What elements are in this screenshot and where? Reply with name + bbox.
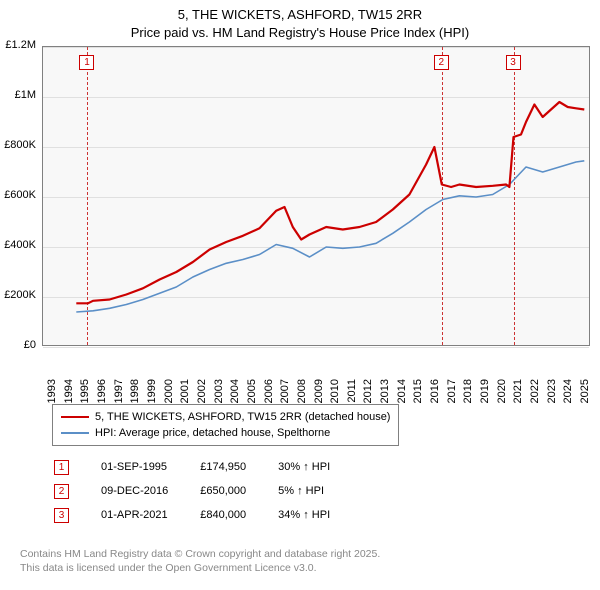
series-line bbox=[76, 102, 584, 303]
chart-plot-area: 123 bbox=[42, 46, 590, 346]
table-row: 3 01-APR-2021£840,00034% ↑ HPI bbox=[54, 504, 360, 526]
legend-label: HPI: Average price, detached house, Spel… bbox=[95, 427, 330, 439]
x-tick-label: 1994 bbox=[63, 379, 75, 409]
x-tick-label: 2020 bbox=[496, 379, 508, 409]
y-tick-label: £1.2M bbox=[0, 39, 36, 51]
x-tick-label: 1996 bbox=[96, 379, 108, 409]
x-tick-label: 2003 bbox=[213, 379, 225, 409]
legend-swatch bbox=[61, 416, 89, 418]
chart-title: 5, THE WICKETS, ASHFORD, TW15 2RR Price … bbox=[0, 0, 600, 42]
y-tick-label: £1M bbox=[0, 89, 36, 101]
event-marker-small: 1 bbox=[54, 460, 69, 475]
x-tick-label: 2006 bbox=[263, 379, 275, 409]
attribution-line1: Contains HM Land Registry data © Crown c… bbox=[20, 548, 380, 560]
x-tick-label: 2001 bbox=[179, 379, 191, 409]
y-tick-label: £400K bbox=[0, 239, 36, 251]
x-tick-label: 2021 bbox=[512, 379, 524, 409]
gridline bbox=[43, 347, 589, 348]
event-date: 09-DEC-2016 bbox=[101, 480, 198, 502]
x-tick-label: 2010 bbox=[329, 379, 341, 409]
event-price: £174,950 bbox=[200, 456, 276, 478]
x-tick-label: 1999 bbox=[146, 379, 158, 409]
x-tick-label: 2015 bbox=[412, 379, 424, 409]
x-tick-label: 1995 bbox=[79, 379, 91, 409]
event-marker-small: 2 bbox=[54, 484, 69, 499]
title-line1: 5, THE WICKETS, ASHFORD, TW15 2RR bbox=[178, 7, 422, 22]
legend-label: 5, THE WICKETS, ASHFORD, TW15 2RR (detac… bbox=[95, 411, 390, 423]
x-tick-label: 2014 bbox=[396, 379, 408, 409]
x-tick-label: 2023 bbox=[546, 379, 558, 409]
event-marker-small: 3 bbox=[54, 508, 69, 523]
event-delta: 30% ↑ HPI bbox=[278, 456, 360, 478]
x-tick-label: 2000 bbox=[163, 379, 175, 409]
x-tick-label: 2019 bbox=[479, 379, 491, 409]
x-tick-label: 2013 bbox=[379, 379, 391, 409]
table-row: 2 09-DEC-2016£650,0005% ↑ HPI bbox=[54, 480, 360, 502]
x-tick-label: 2002 bbox=[196, 379, 208, 409]
x-tick-label: 2022 bbox=[529, 379, 541, 409]
x-tick-label: 2005 bbox=[246, 379, 258, 409]
y-tick-label: £800K bbox=[0, 139, 36, 151]
event-price: £650,000 bbox=[200, 480, 276, 502]
legend-swatch bbox=[61, 432, 89, 434]
x-tick-label: 1997 bbox=[113, 379, 125, 409]
x-tick-label: 2004 bbox=[229, 379, 241, 409]
event-date: 01-SEP-1995 bbox=[101, 456, 198, 478]
table-row: 1 01-SEP-1995£174,95030% ↑ HPI bbox=[54, 456, 360, 478]
series-line bbox=[76, 161, 584, 312]
x-tick-label: 2007 bbox=[279, 379, 291, 409]
event-delta: 5% ↑ HPI bbox=[278, 480, 360, 502]
x-tick-label: 2012 bbox=[362, 379, 374, 409]
event-delta: 34% ↑ HPI bbox=[278, 504, 360, 526]
x-tick-label: 2008 bbox=[296, 379, 308, 409]
y-tick-label: £200K bbox=[0, 289, 36, 301]
x-tick-label: 2009 bbox=[313, 379, 325, 409]
series-svg bbox=[43, 47, 591, 347]
attribution-text: Contains HM Land Registry data © Crown c… bbox=[20, 548, 380, 575]
y-tick-label: £0 bbox=[0, 339, 36, 351]
legend-item: 5, THE WICKETS, ASHFORD, TW15 2RR (detac… bbox=[61, 409, 390, 425]
title-line2: Price paid vs. HM Land Registry's House … bbox=[131, 25, 469, 40]
x-tick-label: 2024 bbox=[562, 379, 574, 409]
legend-item: HPI: Average price, detached house, Spel… bbox=[61, 425, 390, 441]
x-tick-label: 2018 bbox=[462, 379, 474, 409]
x-tick-label: 2016 bbox=[429, 379, 441, 409]
x-tick-label: 1993 bbox=[46, 379, 58, 409]
y-tick-label: £600K bbox=[0, 189, 36, 201]
x-tick-label: 1998 bbox=[129, 379, 141, 409]
x-tick-label: 2011 bbox=[346, 379, 358, 409]
x-tick-label: 2017 bbox=[446, 379, 458, 409]
events-table: 1 01-SEP-1995£174,95030% ↑ HPI 2 09-DEC-201… bbox=[52, 454, 362, 528]
legend-box: 5, THE WICKETS, ASHFORD, TW15 2RR (detac… bbox=[52, 404, 399, 446]
x-tick-label: 2025 bbox=[579, 379, 591, 409]
event-date: 01-APR-2021 bbox=[101, 504, 198, 526]
attribution-line2: This data is licensed under the Open Gov… bbox=[20, 562, 317, 574]
event-price: £840,000 bbox=[200, 504, 276, 526]
